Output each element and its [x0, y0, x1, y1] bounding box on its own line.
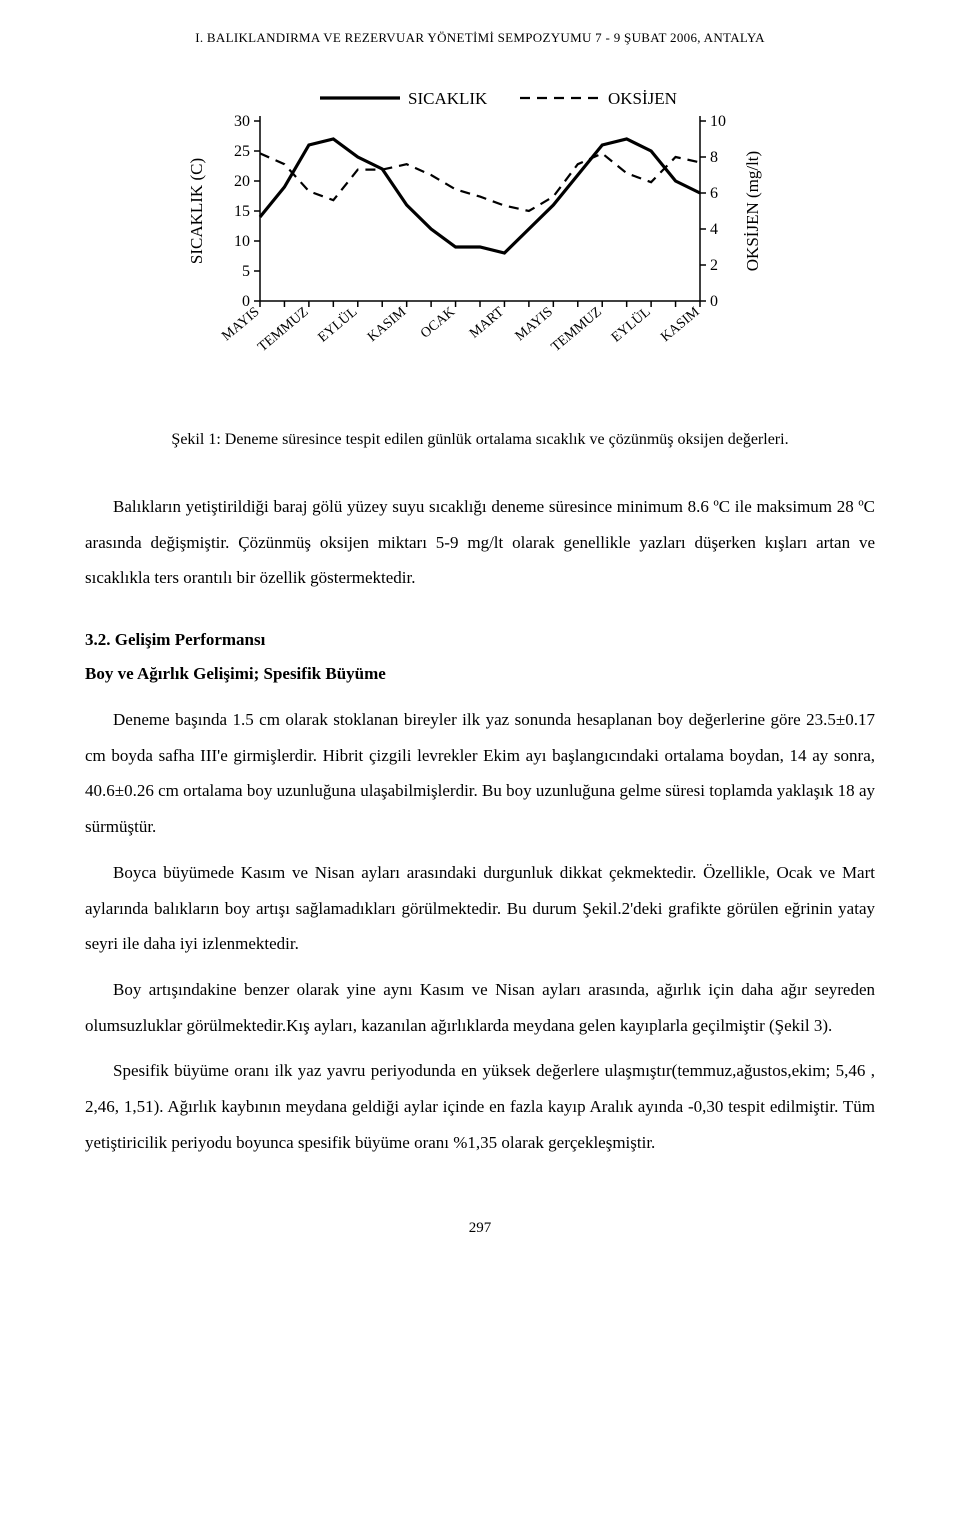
svg-text:SICAKLIK: SICAKLIK: [408, 89, 488, 108]
svg-text:TEMMUZ: TEMMUZ: [549, 305, 605, 355]
paragraph-1: Balıkların yetiştirildiği baraj gölü yüz…: [85, 489, 875, 596]
subsection-heading: Boy ve Ağırlık Gelişimi; Spesifik Büyüme: [85, 664, 875, 684]
svg-text:2: 2: [710, 257, 718, 274]
svg-text:25: 25: [234, 143, 250, 160]
figure-1-caption: Şekil 1: Deneme süresince tespit edilen …: [85, 431, 875, 449]
svg-text:MART: MART: [467, 304, 507, 341]
svg-text:TEMMUZ: TEMMUZ: [255, 305, 311, 355]
section-heading-3-2: 3.2. Gelişim Performansı: [85, 630, 875, 650]
svg-text:30: 30: [234, 113, 250, 130]
paragraph-4: Boy artışındakine benzer olarak yine ayn…: [85, 972, 875, 1043]
svg-text:8: 8: [710, 149, 718, 166]
svg-text:6: 6: [710, 185, 718, 202]
svg-text:OKSİJEN (mg/lt): OKSİJEN (mg/lt): [743, 151, 762, 271]
svg-text:15: 15: [234, 203, 250, 220]
svg-text:10: 10: [710, 113, 726, 130]
paragraph-3: Boyca büyümede Kasım ve Nisan ayları ara…: [85, 855, 875, 962]
paragraph-5: Spesifik büyüme oranı ilk yaz yavru peri…: [85, 1053, 875, 1160]
svg-text:EYLÜL: EYLÜL: [314, 303, 360, 346]
svg-text:KASIM: KASIM: [658, 304, 703, 345]
page-number: 297: [85, 1220, 875, 1237]
svg-text:KASIM: KASIM: [365, 304, 410, 345]
figure-1-chart: 0510152025300246810MAYISTEMMUZEYLÜLKASIM…: [180, 76, 780, 391]
svg-text:MAYIS: MAYIS: [219, 305, 262, 345]
svg-text:MAYIS: MAYIS: [513, 305, 556, 345]
svg-text:OKSİJEN: OKSİJEN: [608, 89, 677, 108]
svg-text:0: 0: [710, 293, 718, 310]
svg-text:SICAKLIK (C): SICAKLIK (C): [187, 158, 206, 264]
svg-text:10: 10: [234, 233, 250, 250]
svg-text:5: 5: [242, 263, 250, 280]
paragraph-2: Deneme başında 1.5 cm olarak stoklanan b…: [85, 702, 875, 845]
svg-text:4: 4: [710, 221, 718, 238]
svg-text:OCAK: OCAK: [418, 305, 458, 342]
running-header: I. BALIKLANDIRMA VE REZERVUAR YÖNETİMİ S…: [85, 30, 875, 46]
svg-text:20: 20: [234, 173, 250, 190]
svg-text:EYLÜL: EYLÜL: [608, 303, 654, 346]
